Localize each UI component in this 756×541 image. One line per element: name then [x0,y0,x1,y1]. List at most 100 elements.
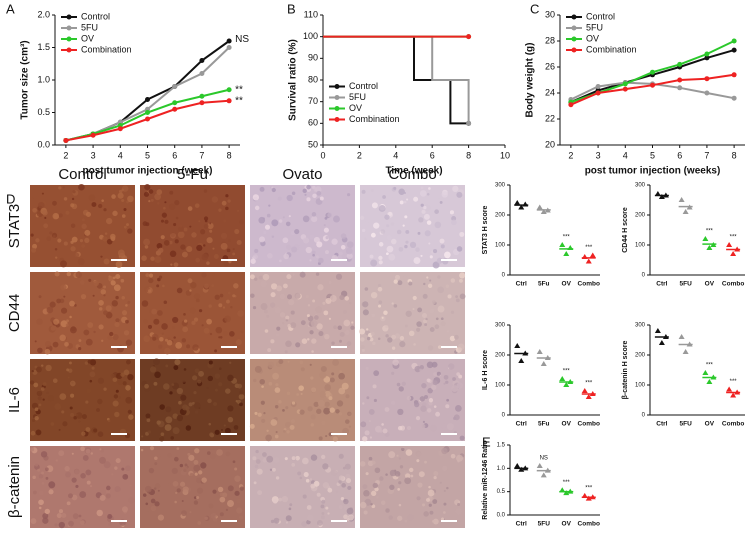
cell [190,281,197,289]
series-marker [145,110,150,115]
micrograph [360,359,465,442]
data-point [518,204,525,210]
cell [272,467,276,472]
cell [126,359,131,365]
cell [148,467,155,474]
cell [409,241,417,249]
cell [313,401,319,408]
legend-label: 5FU [81,22,98,32]
cell [432,261,440,269]
cell [180,244,186,250]
cell [457,503,460,506]
cell [189,472,194,478]
cell [63,295,66,298]
cell [322,301,326,305]
data-point [567,379,574,384]
cell [417,482,423,488]
cell [35,238,40,243]
annotation: *** [585,485,593,491]
cell [239,515,244,520]
cell [393,279,398,284]
cell [338,505,343,510]
cell [204,516,208,521]
cell [361,348,365,352]
cell [163,383,170,390]
cell [377,286,383,292]
cell [416,327,421,332]
cell [274,405,279,409]
cell [295,299,299,302]
cell [117,249,125,257]
cell [413,343,416,346]
cell [148,200,151,203]
cell [338,475,344,481]
micrograph [140,272,245,355]
cell [30,430,36,436]
cell [429,327,435,332]
cell [211,273,215,277]
cell [368,409,375,415]
cell [107,419,111,423]
cell [80,473,86,479]
y-tick-label: 22 [545,113,555,123]
cell [226,299,230,304]
cell [338,411,343,416]
cell [93,428,98,433]
cell [99,494,106,501]
cell [428,187,431,190]
cell [386,245,394,253]
cell [200,229,206,235]
micrograph [250,446,355,528]
cell [206,261,210,265]
cell [206,237,213,244]
cell [259,186,265,192]
cell [50,422,55,426]
cell [384,407,390,412]
cell [351,321,354,324]
cell [261,385,264,388]
cell [148,189,154,194]
cell [286,294,293,300]
cell [37,201,45,209]
cell [197,521,202,525]
x-tick-label: 5 [145,150,150,160]
cell [218,208,222,212]
series-marker [622,81,628,87]
cell [456,454,464,462]
cell [218,336,221,339]
cell [143,319,148,324]
cell [320,366,327,373]
cell [126,223,129,227]
cell [40,451,48,458]
cell [254,365,262,373]
cell [435,192,442,199]
y-tick-label: 0 [502,413,506,419]
cell [181,251,188,258]
row-header: STAT3 [6,204,23,248]
cell [141,435,144,438]
cell [69,361,72,365]
cell [214,294,220,300]
cell [225,451,231,457]
cell [385,325,389,329]
cell [366,336,371,341]
cell [333,325,337,330]
cell [34,463,39,467]
cell [289,424,295,430]
cell [302,494,307,499]
x-axis-label: Time (week) [385,166,442,177]
panel-label: A [6,1,15,16]
cell [193,500,199,505]
series-marker [117,126,123,132]
cell [226,248,231,253]
cell [417,231,421,235]
cell [37,347,43,354]
column-header: 5-Fu [177,166,208,183]
cell [36,318,43,325]
cell [121,506,128,513]
cell [266,455,274,463]
cell [166,339,173,346]
cell [47,395,55,402]
cell [327,487,333,493]
cell [50,325,56,331]
